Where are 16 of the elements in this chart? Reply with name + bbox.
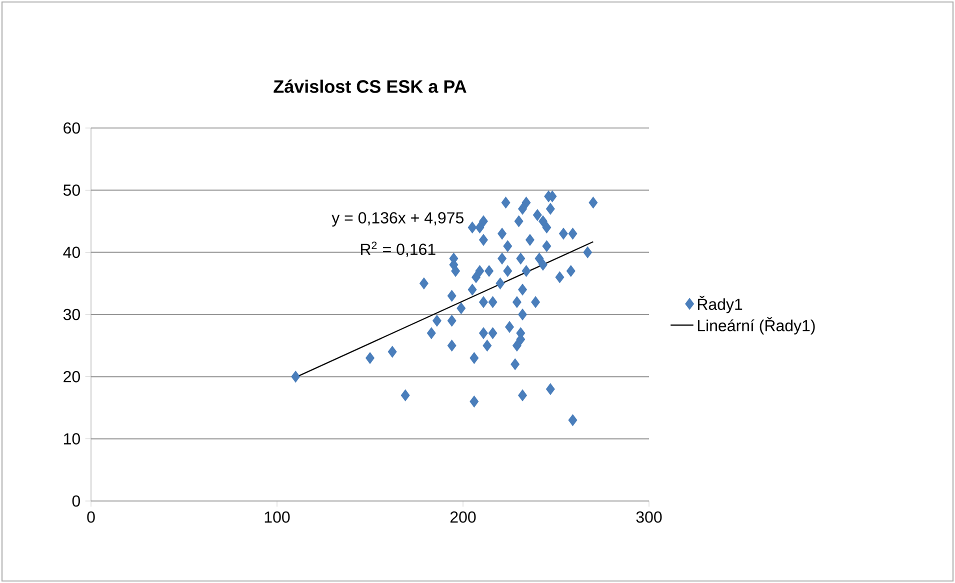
y-tick-label: 30 bbox=[63, 308, 80, 320]
y-tick-label: 50 bbox=[63, 184, 80, 196]
chart-title: Závislost CS ESK a PA bbox=[274, 80, 466, 93]
x-tick-label: 200 bbox=[450, 511, 476, 523]
x-tick-label: 300 bbox=[636, 511, 662, 523]
y-tick-label: 20 bbox=[64, 371, 80, 382]
y-tick-label: 0 bbox=[72, 495, 80, 507]
annotation: R$^{2}$ = 0,161 bbox=[361, 242, 436, 257]
x-tick-label: 100 bbox=[264, 511, 290, 523]
x-tick-label: 0 bbox=[87, 511, 95, 523]
annotation: y = 0,136x + 4,975 bbox=[332, 212, 464, 227]
y-tick-label: 60 bbox=[64, 122, 80, 134]
y-tick-label: 40 bbox=[63, 246, 80, 258]
legend-label: Lineární (Řady1) bbox=[698, 317, 815, 334]
y-tick-label: 10 bbox=[64, 433, 80, 444]
legend-label: Řady1 bbox=[698, 296, 742, 314]
